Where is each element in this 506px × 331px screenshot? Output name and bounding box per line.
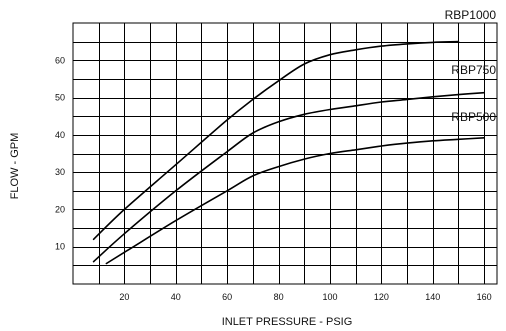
y-axis-label: FLOW - GPM (9, 133, 21, 200)
y-tick-label: 30 (55, 167, 65, 177)
series-line-rbp750 (92, 91, 485, 263)
x-tick-label: 160 (477, 292, 492, 302)
tick-labels: 20 40 60 80 100 120 140 160 10 20 30 40 50 60 (55, 55, 492, 302)
series-line-rbp1000 (92, 40, 460, 241)
x-axis-label: INLET PRESSURE - PSIG (222, 316, 353, 328)
x-tick-label: 120 (374, 292, 389, 302)
series-line-rbp500 (105, 137, 485, 265)
y-tick-label: 40 (55, 130, 65, 140)
curves (92, 40, 485, 265)
series-label-rbp750: RBP750 (451, 63, 496, 77)
x-tick-label: 60 (222, 292, 232, 302)
x-tick-label: 40 (171, 292, 181, 302)
y-tick-label: 50 (55, 93, 65, 103)
plot-frame (72, 22, 498, 285)
y-tick-label: 20 (55, 204, 65, 214)
x-tick-label: 20 (119, 292, 129, 302)
x-tick-label: 140 (425, 292, 440, 302)
series-label-rbp500: RBP500 (451, 110, 496, 124)
series-label-rbp1000: RBP1000 (445, 8, 497, 22)
y-tick-label: 10 (55, 242, 65, 252)
series-labels: RBP1000 RBP750 RBP500 (445, 8, 497, 124)
x-tick-label: 80 (274, 292, 284, 302)
x-tick-label: 100 (322, 292, 337, 302)
y-tick-label: 60 (55, 55, 65, 65)
